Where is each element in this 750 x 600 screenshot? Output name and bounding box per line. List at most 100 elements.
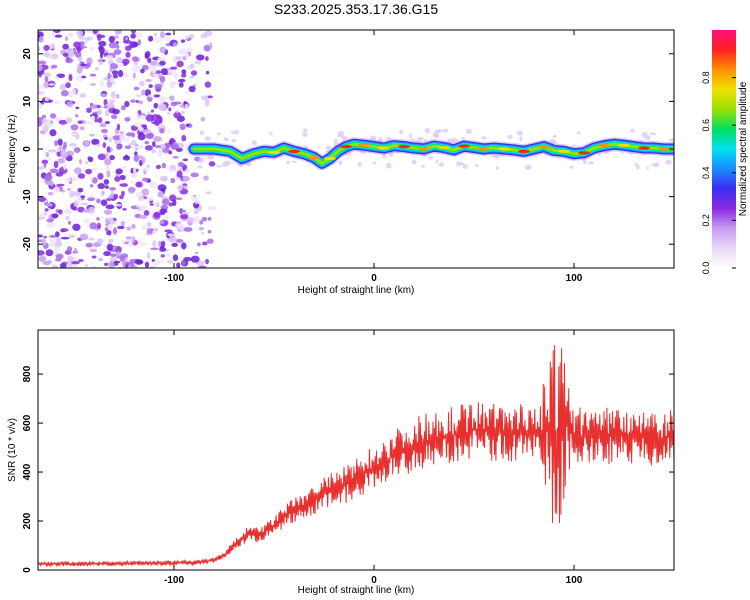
noise-blob [86,62,91,68]
noise-blob [159,60,166,66]
noise-blob [150,247,159,251]
noise-blob [193,215,200,223]
noise-blob [129,180,134,184]
noise-blob [161,198,170,206]
noise-blob [119,175,126,181]
noise-blob [154,32,158,37]
noise-blob [641,131,648,138]
noise-blob [97,183,106,190]
snr-plot-area [38,330,674,570]
noise-blob [66,245,73,254]
noise-blob [68,73,73,82]
noise-blob [41,159,49,165]
noise-blob [109,75,115,83]
noise-blob [204,99,210,107]
noise-blob [60,149,67,156]
noise-blob [48,83,56,86]
noise-blob [113,260,121,264]
noise-blob [200,95,210,101]
noise-blob [73,41,81,48]
noise-blob [64,36,69,42]
noise-blob [554,141,558,144]
noise-blob [47,191,54,196]
noise-blob [208,161,216,167]
noise-blob [153,135,162,142]
noise-blob [104,227,109,232]
noise-blob [58,209,63,215]
noise-blob [65,117,73,124]
noise-blob [90,265,97,268]
noise-blob [66,101,74,108]
ridge-hotspot [578,151,590,155]
noise-blob [357,162,362,167]
noise-blob [462,164,469,169]
noise-blob [372,161,377,165]
noise-blob [147,94,155,98]
noise-blob [102,142,107,149]
noise-blob [620,151,624,154]
ridge-hotspot [308,155,320,160]
noise-blob [135,65,141,69]
noise-blob [108,41,117,49]
noise-blob [76,67,83,74]
noise-blob [126,226,131,231]
noise-blob [474,164,479,167]
noise-blob [152,228,158,235]
noise-blob [177,184,184,191]
noise-blob [216,132,221,136]
noise-blob [178,82,184,88]
snr-y-label: SNR (10 * v/v) [7,418,18,482]
noise-blob [99,60,104,66]
noise-blob [109,99,115,104]
y-tick-label: -20 [22,237,33,252]
noise-blob [51,31,56,38]
noise-blob [43,51,50,58]
noise-blob [103,179,110,185]
noise-blob [179,104,185,108]
chart-title: S233.2025.353.17.36.G15 [274,1,438,17]
x-tick-label: -100 [164,273,184,284]
noise-blob [143,166,150,172]
noise-blob [172,42,178,47]
noise-blob [438,162,444,167]
noise-blob [121,166,128,169]
noise-blob [76,30,84,37]
noise-blob [182,183,188,186]
noise-blob [154,37,162,43]
noise-blob [73,167,82,174]
noise-blob [137,132,146,141]
noise-blob [175,109,179,114]
noise-blob [90,103,97,110]
colorbar-label: Normalized spectral amplitude [738,81,749,216]
noise-blob [157,149,163,157]
noise-blob [75,114,79,118]
noise-blob [134,259,144,265]
noise-blob [38,60,47,65]
ridge-hotspot [358,143,370,147]
noise-blob [89,176,94,180]
noise-blob [104,158,112,166]
noise-blob [183,211,190,215]
noise-blob [190,195,199,201]
ridge-hotspot [538,145,550,149]
noise-blob [138,238,142,244]
noise-blob [107,223,113,230]
noise-blob [176,170,183,178]
noise-blob [82,208,91,213]
noise-blob [54,116,63,122]
noise-blob [170,101,178,107]
noise-blob [172,56,177,64]
noise-blob [109,154,115,161]
noise-blob [64,177,72,183]
noise-blob [97,117,103,124]
noise-blob [124,101,130,107]
noise-blob [139,214,148,220]
spectrogram-x-label: Height of straight line (km) [298,285,415,296]
noise-blob [88,206,96,214]
y-tick-label: 10 [22,95,33,107]
noise-blob [198,157,204,164]
noise-blob [207,229,212,234]
noise-blob [101,128,108,134]
noise-blob [145,132,154,140]
noise-blob [38,255,47,263]
